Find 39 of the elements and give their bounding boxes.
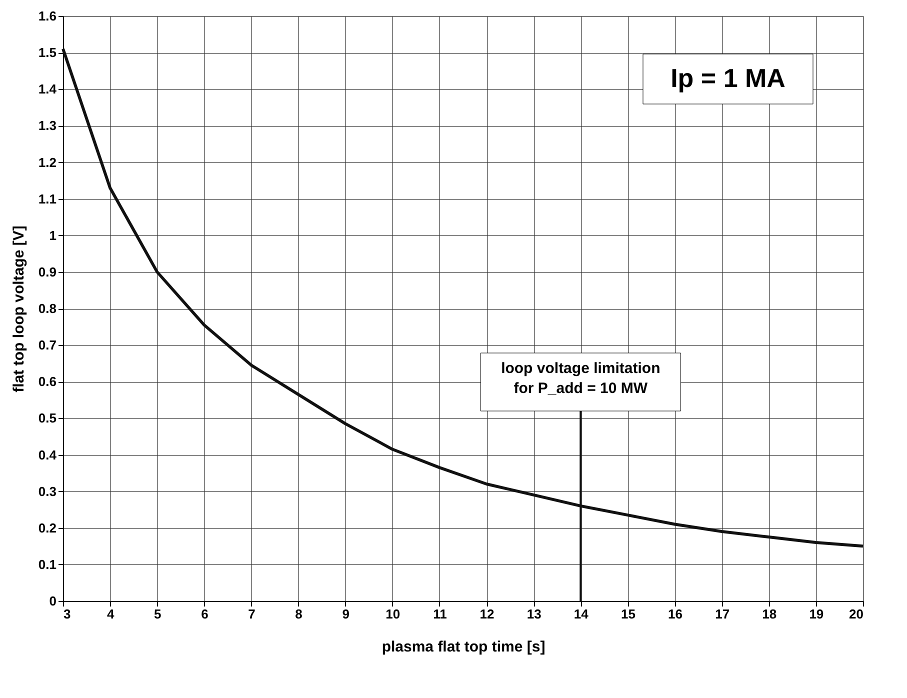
x-tick-label: 5 (154, 606, 162, 622)
x-tick-label: 12 (480, 606, 494, 622)
x-tick-label: 4 (106, 606, 115, 622)
x-tick-label: 7 (248, 606, 256, 622)
y-tick-label: 0.3 (38, 484, 56, 499)
x-tick-label: 16 (668, 606, 682, 622)
annotation: Ip = 1 MA (670, 63, 786, 93)
y-axis-title: flat top loop voltage [V] (10, 226, 28, 392)
x-tick-label: 11 (433, 606, 447, 622)
x-tick-label: 9 (342, 606, 350, 622)
y-tick-label: 1.3 (38, 118, 56, 134)
x-tick-label: 20 (849, 606, 864, 622)
x-tick-label: 14 (574, 606, 590, 622)
y-tick-label: 0 (49, 594, 56, 608)
x-tick-label: 3 (64, 606, 71, 622)
x-axis-title: plasma flat top time [s] (382, 638, 546, 656)
x-tick-label: 18 (762, 606, 777, 622)
x-tick-label: 6 (201, 606, 208, 622)
x-tick-label: 19 (809, 606, 824, 622)
y-tick-label: 0.2 (38, 520, 56, 536)
y-tick-label: 1.1 (38, 191, 56, 206)
x-tick-label: 17 (715, 606, 730, 622)
y-tick-label: 1.5 (38, 45, 56, 60)
y-tick-label: 0.5 (38, 410, 56, 426)
y-tick-label: 1.2 (38, 154, 56, 170)
y-tick-label: 0.7 (38, 338, 56, 353)
x-tick-label: 10 (386, 606, 400, 622)
annotation: loop voltage limitation for P_add = 10 MW (501, 360, 660, 397)
x-tick-label: 8 (295, 606, 302, 622)
y-tick-label: 1 (49, 228, 56, 243)
y-tick-label: 0.6 (38, 374, 56, 390)
y-tick-label: 0.4 (38, 447, 58, 462)
x-tick-label: 13 (526, 606, 542, 622)
y-tick-label: 0.1 (38, 556, 56, 572)
y-tick-label: 0.8 (38, 301, 56, 316)
y-tick-label: 1.6 (38, 8, 56, 24)
y-tick-label: 1.4 (38, 82, 58, 97)
x-tick-label: 15 (620, 606, 636, 622)
y-tick-label: 0.9 (38, 264, 56, 280)
